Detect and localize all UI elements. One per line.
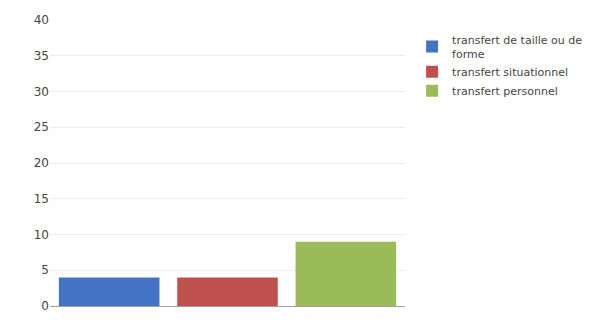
svg-text:transfert personnel: transfert personnel (452, 85, 558, 98)
svg-text:40: 40 (34, 13, 49, 27)
svg-text:0: 0 (41, 299, 49, 313)
svg-text:transfert de taille ou deforme: transfert de taille ou deforme (452, 34, 582, 61)
svg-text:30: 30 (34, 85, 49, 99)
svg-text:35: 35 (34, 49, 49, 63)
svg-text:15: 15 (34, 192, 49, 206)
svg-text:5: 5 (41, 263, 49, 277)
svg-text:10: 10 (34, 228, 49, 242)
svg-text:25: 25 (34, 120, 49, 134)
svg-text:20: 20 (34, 156, 49, 170)
svg-text:transfert situationnel: transfert situationnel (452, 66, 568, 79)
